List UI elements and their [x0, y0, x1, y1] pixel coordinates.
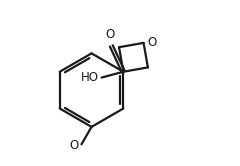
- Text: O: O: [148, 36, 157, 49]
- Text: HO: HO: [81, 71, 99, 84]
- Text: O: O: [69, 139, 79, 152]
- Text: O: O: [106, 28, 115, 41]
